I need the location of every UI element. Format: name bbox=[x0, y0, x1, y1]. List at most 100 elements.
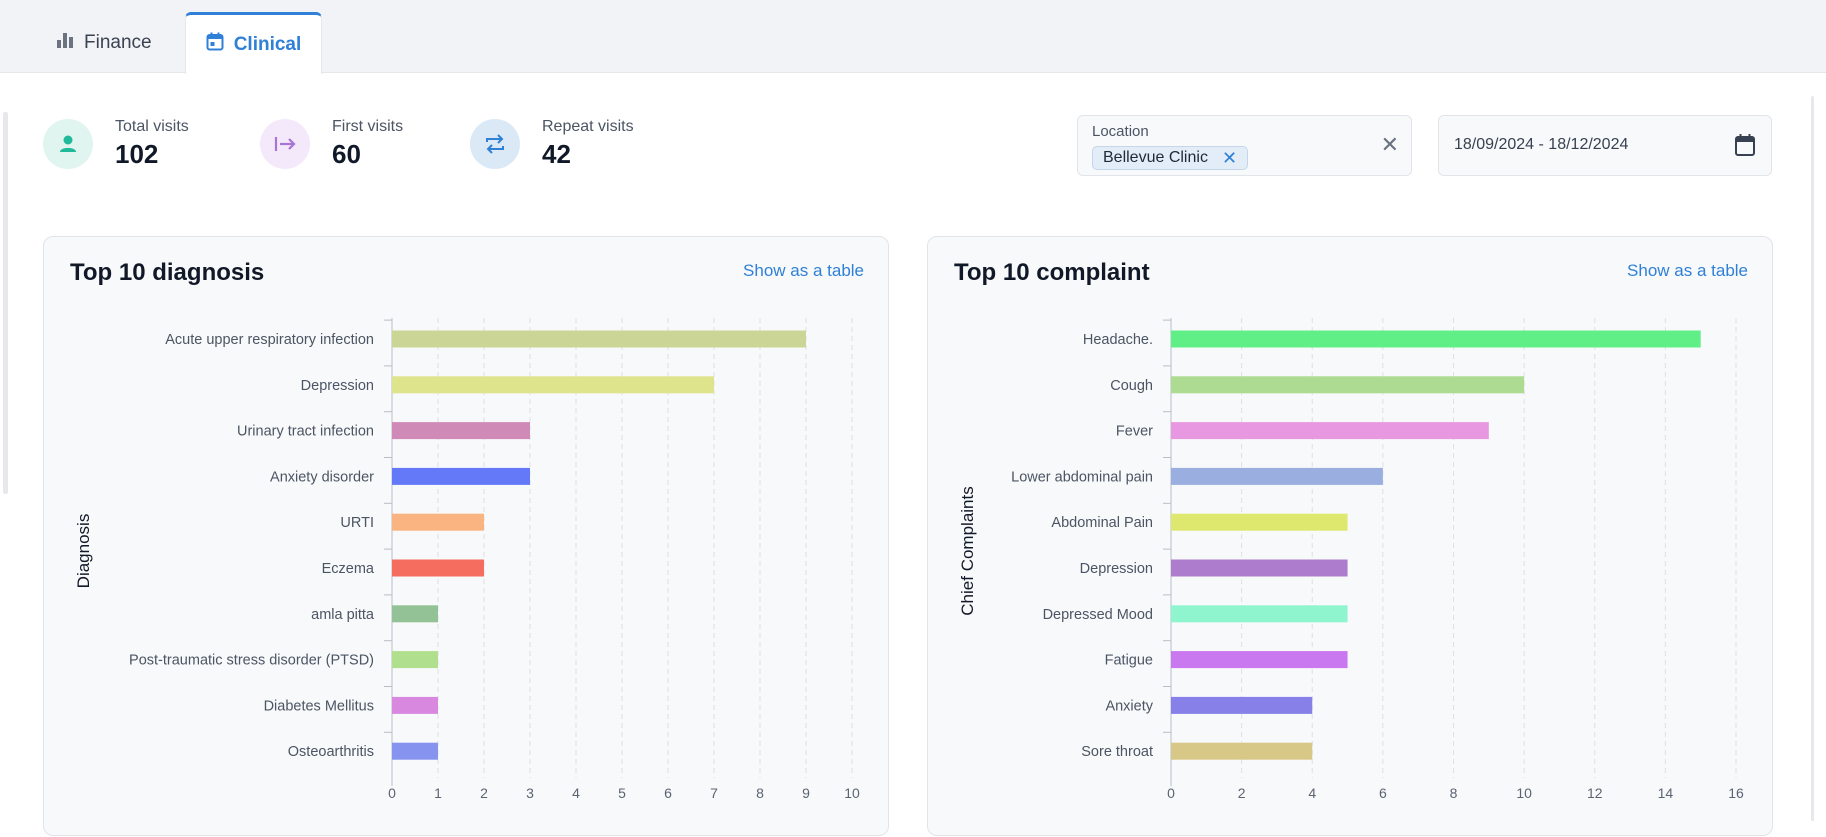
y-axis-label: Diagnosis bbox=[74, 514, 93, 589]
diagnosis-chart-card: Top 10 diagnosis Show as a table 0 1 2 3 4 5 6… bbox=[43, 236, 889, 836]
left-scrollbar[interactable] bbox=[3, 112, 8, 494]
tab-clinical[interactable]: Clinical bbox=[185, 12, 322, 74]
category-label: Depression bbox=[301, 378, 374, 394]
y-axis-label: Chief Complaints bbox=[958, 486, 977, 615]
chart-title: Top 10 complaint bbox=[954, 259, 1150, 286]
x-tick-label: 5 bbox=[618, 785, 626, 801]
category-label: Post-traumatic stress disorder (PTSD) bbox=[129, 653, 374, 669]
x-tick-label: 10 bbox=[1516, 785, 1532, 801]
x-tick-label: 0 bbox=[388, 785, 396, 801]
diagnosis-bar-chart: 0 1 2 3 4 5 6 7 8 9 10 Acute upper respiratory infe… bbox=[74, 318, 860, 801]
x-tick-label: 2 bbox=[480, 785, 488, 801]
bar bbox=[392, 376, 714, 394]
repeat-icon bbox=[470, 119, 520, 169]
bar bbox=[392, 467, 530, 485]
stat-label: Total visits bbox=[115, 118, 189, 135]
bar bbox=[1171, 651, 1348, 669]
category-label: amla pitta bbox=[311, 607, 375, 623]
person-icon bbox=[43, 119, 93, 169]
chip-remove-icon[interactable]: ✕ bbox=[1221, 148, 1238, 168]
bar bbox=[1171, 330, 1701, 348]
x-tick-label: 3 bbox=[526, 785, 534, 801]
calendar-icon bbox=[206, 32, 224, 57]
location-filter[interactable]: Location Bellevue Clinic ✕ ✕ bbox=[1077, 115, 1412, 176]
show-as-table-link[interactable]: Show as a table bbox=[1627, 261, 1748, 280]
category-label: Diabetes Mellitus bbox=[264, 698, 374, 714]
category-label: Abdominal Pain bbox=[1051, 515, 1153, 531]
bar bbox=[1171, 742, 1313, 760]
x-tick-label: 14 bbox=[1658, 785, 1674, 801]
bar bbox=[1171, 696, 1313, 714]
clear-location-icon[interactable]: ✕ bbox=[1380, 132, 1399, 157]
bar bbox=[1171, 467, 1383, 485]
x-tick-label: 0 bbox=[1167, 785, 1175, 801]
bar bbox=[392, 422, 530, 440]
category-label: URTI bbox=[340, 515, 374, 531]
chart-title: Top 10 diagnosis bbox=[70, 259, 265, 286]
x-tick-label: 2 bbox=[1238, 785, 1246, 801]
bar bbox=[1171, 605, 1348, 623]
calendar-icon[interactable] bbox=[1734, 133, 1756, 162]
category-label: Depression bbox=[1080, 561, 1153, 577]
tab-finance-label: Finance bbox=[84, 31, 152, 53]
date-range-value: 18/09/2024 - 18/12/2024 bbox=[1454, 136, 1629, 153]
category-label: Acute upper respiratory infection bbox=[165, 332, 374, 348]
tab-bar: Finance Clinical bbox=[0, 0, 1826, 74]
bar bbox=[1171, 376, 1525, 394]
date-range-picker[interactable]: 18/09/2024 - 18/12/2024 bbox=[1438, 115, 1772, 176]
location-label: Location bbox=[1092, 123, 1149, 140]
category-label: Fever bbox=[1116, 424, 1153, 440]
stat-total-visits: Total visits 102 bbox=[43, 118, 189, 170]
stat-label: First visits bbox=[332, 118, 404, 135]
bar bbox=[1171, 513, 1348, 531]
category-label: Osteoarthritis bbox=[288, 744, 374, 760]
x-tick-label: 9 bbox=[802, 785, 810, 801]
category-label: Depressed Mood bbox=[1043, 607, 1153, 623]
complaint-chart-card: Top 10 complaint Show as a table 0 2 4 6 8 10… bbox=[927, 236, 1773, 836]
bar bbox=[392, 559, 484, 577]
right-scrollbar[interactable] bbox=[1811, 96, 1814, 821]
tab-clinical-label: Clinical bbox=[233, 33, 302, 55]
category-label: Cough bbox=[1110, 378, 1153, 394]
category-label: Eczema bbox=[322, 561, 375, 577]
stat-value: 60 bbox=[332, 139, 361, 169]
x-tick-label: 8 bbox=[756, 785, 764, 801]
tab-finance[interactable]: Finance bbox=[56, 12, 152, 73]
x-tick-label: 1 bbox=[434, 785, 442, 801]
stat-first-visits: First visits 60 bbox=[260, 118, 403, 170]
x-tick-label: 8 bbox=[1450, 785, 1458, 801]
x-tick-label: 4 bbox=[1308, 785, 1316, 801]
bar bbox=[392, 651, 438, 669]
category-label: Sore throat bbox=[1081, 744, 1153, 760]
stat-value: 102 bbox=[115, 139, 159, 169]
complaint-bar-chart: 0 2 4 6 8 10 12 14 16 Headache. Cough Fever Lower ab… bbox=[958, 318, 1744, 801]
bar bbox=[392, 513, 484, 531]
x-tick-label: 10 bbox=[844, 785, 860, 801]
category-label: Fatigue bbox=[1105, 653, 1153, 669]
bar bbox=[392, 330, 806, 348]
bar-chart-icon bbox=[56, 31, 74, 55]
location-chip: Bellevue Clinic ✕ bbox=[1092, 146, 1249, 170]
category-label: Anxiety disorder bbox=[270, 469, 374, 485]
bar bbox=[1171, 559, 1348, 577]
location-chip-label: Bellevue Clinic bbox=[1103, 149, 1208, 166]
stat-value: 42 bbox=[542, 139, 571, 169]
stat-label: Repeat visits bbox=[542, 118, 634, 135]
category-label: Urinary tract infection bbox=[237, 424, 374, 440]
category-label: Anxiety bbox=[1105, 698, 1153, 714]
bar bbox=[392, 742, 438, 760]
arrow-right-bar-icon bbox=[260, 119, 310, 169]
x-tick-label: 12 bbox=[1587, 785, 1603, 801]
bar bbox=[1171, 422, 1489, 440]
x-tick-label: 4 bbox=[572, 785, 580, 801]
show-as-table-link[interactable]: Show as a table bbox=[743, 261, 864, 280]
x-tick-label: 16 bbox=[1728, 785, 1744, 801]
x-tick-label: 6 bbox=[664, 785, 672, 801]
bar bbox=[392, 696, 438, 714]
stat-repeat-visits: Repeat visits 42 bbox=[470, 118, 634, 170]
bar bbox=[392, 605, 438, 623]
x-tick-label: 6 bbox=[1379, 785, 1387, 801]
x-tick-label: 7 bbox=[710, 785, 718, 801]
category-label: Lower abdominal pain bbox=[1011, 469, 1153, 485]
category-label: Headache. bbox=[1083, 332, 1153, 348]
